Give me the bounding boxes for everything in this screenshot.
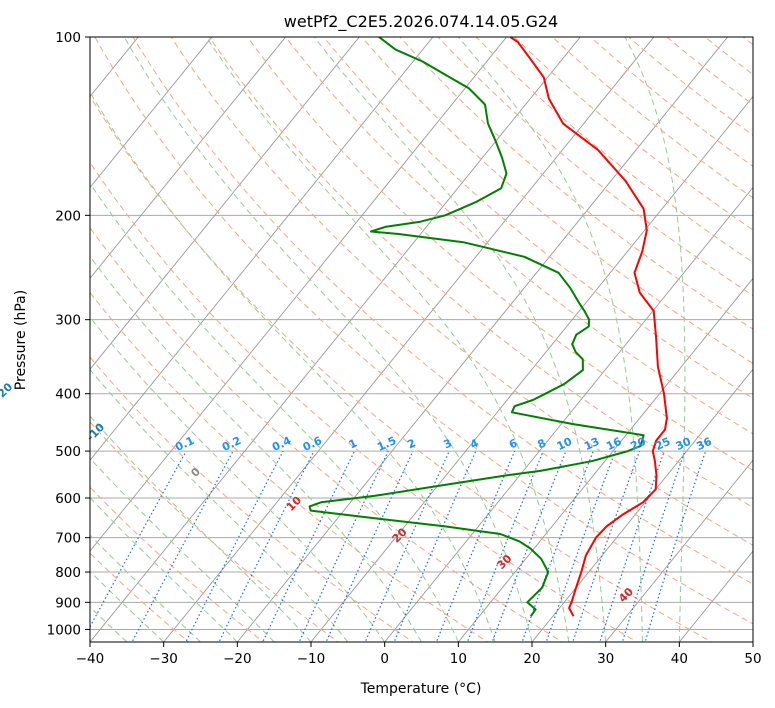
mixing-ratio-line: [298, 450, 389, 642]
isotherm-line: [90, 37, 287, 280]
mixing-ratio-line: [545, 450, 616, 642]
moist-adiabat-line: [205, 37, 570, 642]
chart-title: wetPf2_C2E5.2026.074.14.05.G24: [284, 12, 558, 32]
mixing-ratio-label: 20: [628, 435, 648, 453]
x-tick-label: −20: [223, 651, 252, 667]
dry-adiabat-line: [90, 95, 713, 642]
y-tick-label: 200: [55, 208, 81, 224]
isotherm-line: [310, 95, 753, 642]
moist-adiabat-line: [314, 37, 607, 642]
x-axis-label: Temperature (°C): [360, 681, 482, 697]
dry-adiabat-line: [170, 37, 753, 546]
mixing-ratio-label: 16: [604, 435, 624, 453]
y-tick-label: 700: [55, 531, 81, 547]
isotherm-line: [384, 186, 753, 642]
isotherm-line: [236, 37, 729, 642]
moist-adiabat-line: [123, 37, 533, 642]
dry-adiabat-line: [208, 37, 753, 508]
isotherm-line: [90, 37, 360, 370]
dry-adiabat-line: [132, 37, 753, 585]
mixing-ratio-line: [185, 450, 284, 642]
x-tick-label: 0: [380, 651, 389, 667]
y-tick-label: 900: [55, 595, 81, 611]
isotherm-line: [605, 459, 753, 642]
mixing-ratio-line: [621, 450, 686, 642]
moist-adiabat-line: [90, 91, 496, 642]
y-axis-label: Pressure (hPa): [13, 290, 29, 390]
y-tick-label: 1000: [47, 622, 81, 638]
mixing-ratio-line: [262, 450, 356, 642]
mixing-ratio-line: [572, 450, 641, 642]
y-tick-label: 300: [55, 313, 81, 329]
dry-adiabat-line: [94, 37, 753, 625]
dry-adiabat-line: [399, 37, 753, 330]
series-layer: [308, 37, 668, 617]
x-tick-label: 30: [597, 651, 614, 667]
x-tick-label: 10: [450, 651, 467, 667]
mixing-ratio-line: [644, 450, 707, 642]
isotherm-line: [531, 368, 753, 642]
x-tick-label: −30: [149, 651, 178, 667]
mixing-ratio-label: 13: [582, 435, 601, 453]
mixing-ratio-label: 25: [653, 435, 672, 453]
grid-layer: [90, 37, 753, 642]
moist-adiabat-line: [90, 316, 386, 642]
x-tick-label: 40: [671, 651, 688, 667]
y-tick-label: 500: [55, 444, 81, 460]
moist-adiabat-line: [90, 457, 275, 642]
dry-adiabat-line: [90, 421, 340, 642]
dry-adiabat-line: [90, 227, 564, 642]
x-tick-label: 50: [744, 651, 761, 667]
y-tick-label: 400: [55, 387, 81, 403]
x-tick-label: 20: [523, 651, 540, 667]
moist-adiabat-line: [624, 37, 686, 642]
moist-adiabat-line: [90, 368, 349, 642]
isotherm-line: [163, 37, 655, 642]
dry-adiabat-line: [90, 552, 190, 642]
isotherm-line: [90, 37, 434, 461]
tick-layer: −40 −30 −20 −10 0 10 20 30 40 50 100 200 300 400 500 60…: [47, 30, 762, 667]
y-tick-label: 800: [55, 565, 81, 581]
moist-adiabat-line: [90, 496, 238, 642]
mixing-ratio-label: 36: [694, 435, 714, 453]
mixing-ratio-line: [435, 450, 516, 642]
dry-adiabat-line: [90, 356, 414, 642]
mixing-ratio-line: [131, 450, 234, 642]
profile-line: [308, 37, 645, 617]
dry-adiabat-line: [90, 291, 489, 642]
y-tick-label: 600: [55, 491, 81, 507]
y-tick-label: 100: [55, 30, 81, 46]
x-tick-label: −10: [297, 651, 326, 667]
mixing-ratio-label: 30: [674, 435, 694, 453]
dry-adiabat-line: [437, 37, 753, 297]
x-tick-label: −40: [76, 651, 105, 667]
mixing-ratio-line: [466, 450, 544, 642]
isotherm-line: [90, 37, 213, 189]
dry-adiabat-line: [361, 37, 753, 365]
moist-adiabat-line: [90, 570, 165, 642]
isotherm-line: [90, 37, 581, 642]
plot-frame: [89, 36, 754, 643]
dry-adiabat-line: [246, 37, 753, 471]
moist-adiabat-line: [90, 534, 201, 642]
isotherm-line: [90, 37, 508, 552]
moist-adiabat-line: [457, 37, 643, 642]
mixing-ratio-line: [521, 450, 594, 642]
dry-adiabat-line: [90, 486, 265, 642]
mixing-ratio-line: [491, 450, 567, 642]
profile-line: [509, 37, 668, 617]
mixing-ratio-label: 10: [555, 435, 575, 453]
